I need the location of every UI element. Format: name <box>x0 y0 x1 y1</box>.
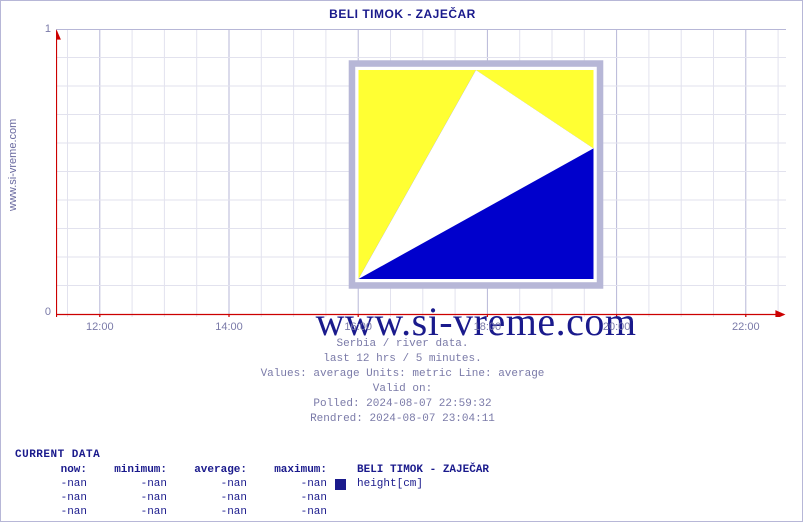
x-tick-label: 20:00 <box>603 321 631 333</box>
table-cell: -nan <box>95 477 175 491</box>
caption-line: Rendred: 2024-08-07 23:04:11 <box>1 412 803 427</box>
table-cell-empty <box>335 505 357 519</box>
table-cell-empty <box>357 491 497 505</box>
current-data-section: CURRENT DATA <box>15 449 100 461</box>
col-header-min: minimum: <box>95 463 175 477</box>
table-cell: -nan <box>15 505 95 519</box>
table-cell: -nan <box>175 491 255 505</box>
table-cell: -nan <box>175 477 255 491</box>
y-tick-label: 0 <box>31 307 51 318</box>
caption-line: last 12 hrs / 5 minutes. <box>1 352 803 367</box>
legend-swatch-cell <box>335 477 357 491</box>
col-header-avg: average: <box>175 463 255 477</box>
table-cell: -nan <box>255 477 335 491</box>
table-cell: -nan <box>95 491 175 505</box>
col-header-spacer <box>335 463 357 477</box>
y-tick-label: 1 <box>31 24 51 35</box>
grid-horizontal-minor <box>56 58 786 286</box>
x-axis-ticks: 12:00 14:00 16:00 18:00 20:00 22:00 <box>56 321 786 335</box>
plot-area: www.si-vreme.com <box>56 29 786 317</box>
chart-caption: Serbia / river data. last 12 hrs / 5 min… <box>1 337 803 427</box>
chart-title: BELI TIMOK - ZAJEČAR <box>1 7 803 21</box>
table-cell: -nan <box>15 491 95 505</box>
table-cell: -nan <box>95 505 175 519</box>
table-cell-empty <box>357 505 497 519</box>
table-cell: -nan <box>175 505 255 519</box>
y-axis-ticks: 1 0 <box>1 29 51 317</box>
col-header-now: now: <box>15 463 95 477</box>
current-data-header: CURRENT DATA <box>15 449 100 461</box>
chart-container: BELI TIMOK - ZAJEČAR www.si-vreme.com 1 … <box>0 0 803 522</box>
caption-line: Valid on: <box>1 382 803 397</box>
caption-line: Polled: 2024-08-07 22:59:32 <box>1 397 803 412</box>
table-cell-empty <box>335 491 357 505</box>
axes-red <box>56 30 784 318</box>
chart-svg <box>56 29 786 317</box>
col-header-max: maximum: <box>255 463 335 477</box>
grid-vertical-minor <box>68 29 779 317</box>
caption-line: Values: average Units: metric Line: aver… <box>1 367 803 382</box>
series-label: BELI TIMOK - ZAJEČAR <box>357 463 497 477</box>
table-cell: -nan <box>15 477 95 491</box>
legend-square-icon <box>335 479 346 490</box>
current-data-table: now: minimum: average: maximum: BELI TIM… <box>15 463 497 519</box>
x-tick-label: 18:00 <box>474 321 502 333</box>
table-cell: -nan <box>255 491 335 505</box>
x-tick-label: 14:00 <box>215 321 243 333</box>
x-tick-label: 12:00 <box>86 321 114 333</box>
caption-line: Serbia / river data. <box>1 337 803 352</box>
x-tick-label: 16:00 <box>344 321 372 333</box>
x-tick-label: 22:00 <box>732 321 760 333</box>
series-unit: height[cm] <box>357 477 497 491</box>
table-cell: -nan <box>255 505 335 519</box>
